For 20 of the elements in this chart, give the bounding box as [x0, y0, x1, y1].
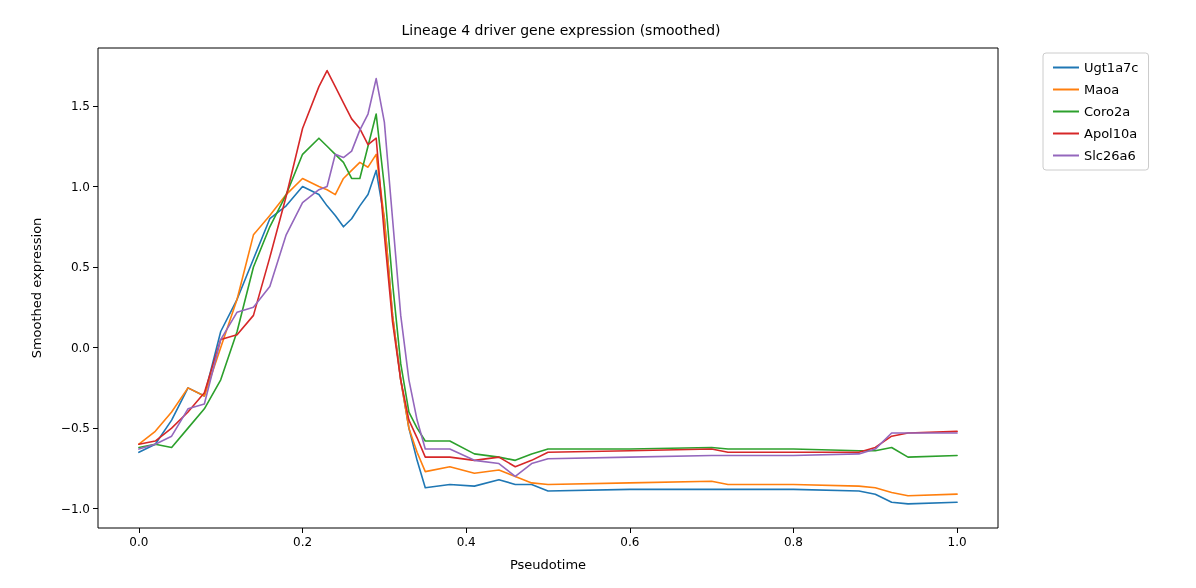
chart-title: Lineage 4 driver gene expression (smoothed): [401, 22, 721, 38]
y-tick-label: 0.0: [70, 340, 90, 355]
y-axis-title: Smoothed expression: [29, 217, 44, 359]
y-tick-label: 1.5: [70, 98, 90, 113]
legend-label: Slc26a6: [1084, 148, 1136, 163]
x-tick-label: 1.0: [947, 535, 967, 549]
y-tick-label: −0.5: [60, 421, 90, 436]
x-axis-title: Pseudotime: [509, 557, 587, 572]
legend-label: Maoa: [1084, 82, 1120, 97]
y-tick-label: 0.5: [70, 260, 90, 275]
y-tick-label: −1.0: [60, 501, 90, 516]
x-tick-label: 0.2: [293, 535, 313, 549]
legend-label: Coro2a: [1084, 104, 1131, 119]
legend-label: Apol10a: [1084, 126, 1138, 141]
x-tick-label: 0.0: [129, 535, 149, 549]
x-tick-label: 0.8: [783, 535, 803, 549]
x-tick-label: 0.4: [456, 535, 476, 549]
legend-label: Ugt1a7c: [1084, 60, 1139, 75]
y-tick-label: 1.0: [70, 179, 90, 194]
x-tick-label: 0.6: [620, 535, 640, 549]
